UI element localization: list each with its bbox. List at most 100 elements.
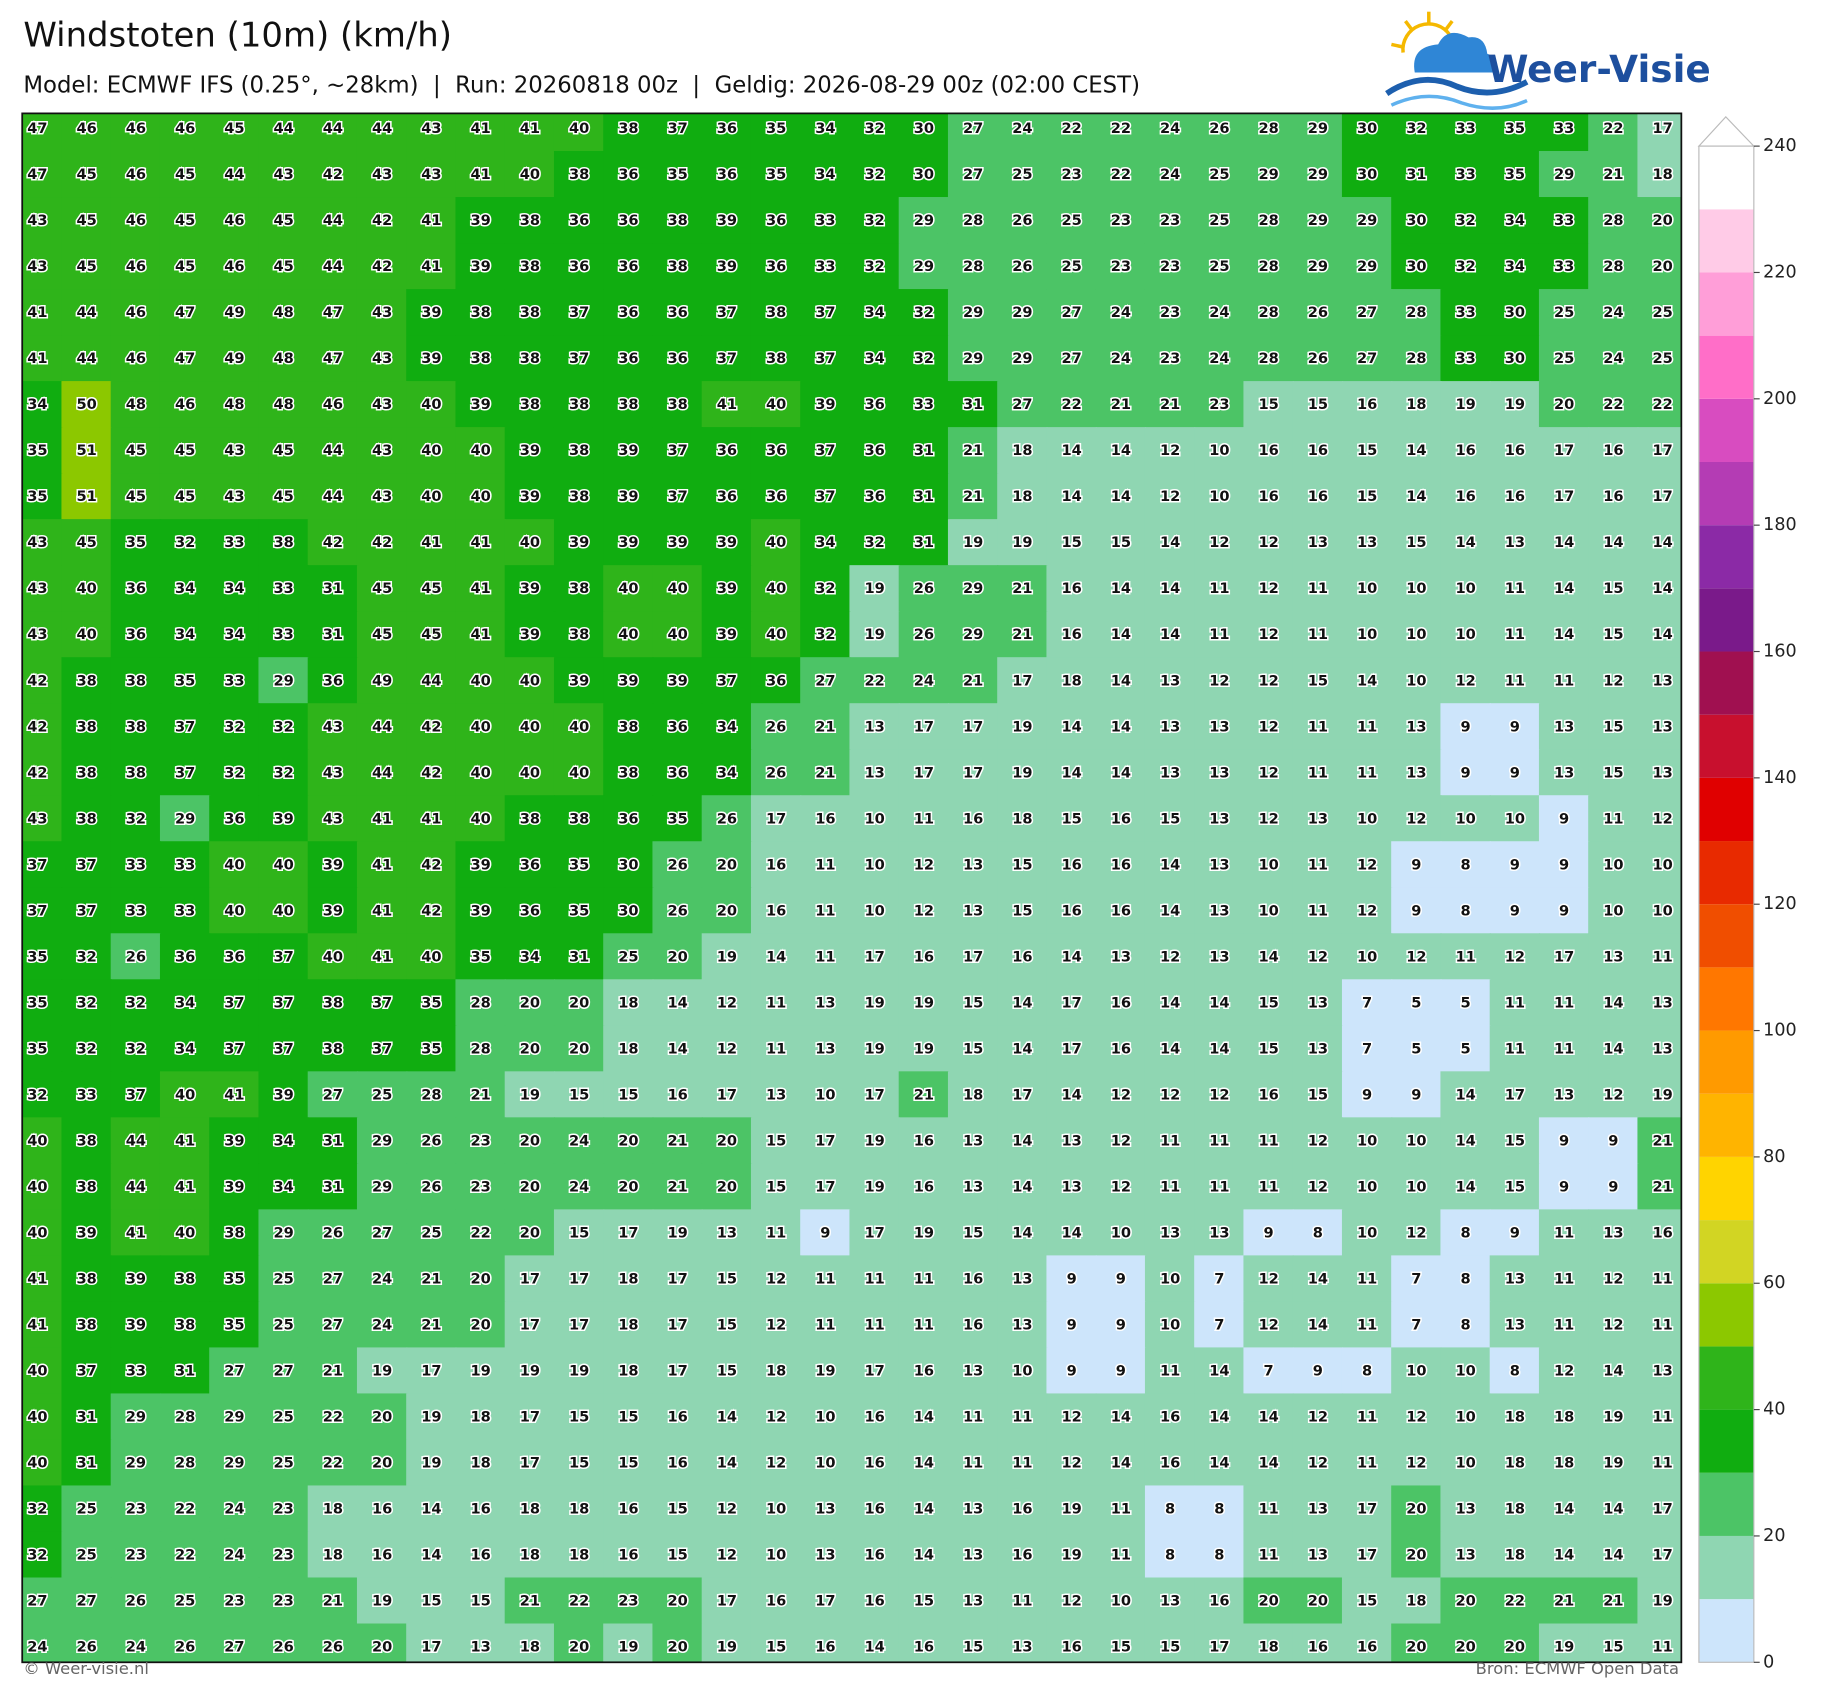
field-cell [849, 657, 900, 705]
field-cell [1489, 335, 1541, 383]
value-label: 13 [1652, 764, 1672, 781]
value-label: 35 [470, 948, 490, 965]
value-label: 38 [76, 672, 96, 689]
value-label: 40 [470, 764, 490, 781]
field-cell [504, 1209, 556, 1257]
value-label: 19 [717, 1639, 737, 1656]
value-label: 8 [1165, 1501, 1175, 1518]
value-label: 42 [372, 258, 392, 275]
field-cell [947, 887, 999, 935]
value-label: 11 [815, 1316, 835, 1333]
field-cell [61, 1209, 112, 1257]
value-label: 38 [569, 442, 589, 459]
value-label: 40 [520, 166, 540, 183]
field-cell [1095, 335, 1147, 383]
field-cell [504, 841, 556, 889]
field-cell [22, 473, 63, 521]
field-cell [800, 197, 851, 245]
value-label: 18 [470, 1409, 490, 1426]
field-cell [406, 1071, 457, 1119]
value-label: 38 [520, 212, 540, 229]
value-label: 42 [27, 672, 47, 689]
field-cell [800, 1117, 851, 1165]
field-cell [1588, 657, 1639, 705]
field-cell [258, 427, 309, 475]
value-label: 15 [1258, 396, 1278, 413]
value-label: 23 [126, 1547, 146, 1564]
field-cell [1046, 1025, 1097, 1073]
value-label: 14 [1111, 672, 1131, 689]
field-cell [800, 979, 851, 1027]
field-cell [750, 657, 802, 705]
value-label: 14 [1209, 1455, 1229, 1472]
field-cell [110, 1025, 162, 1073]
field-cell [1243, 933, 1294, 981]
field-cell [1194, 565, 1245, 613]
field-cell [209, 795, 260, 843]
value-label: 12 [1209, 1086, 1229, 1103]
field-cell [455, 841, 506, 889]
value-label: 32 [914, 350, 934, 367]
value-label: 32 [126, 810, 146, 827]
field-cell [750, 1117, 802, 1165]
value-label: 37 [273, 948, 293, 965]
field-cell [1243, 611, 1294, 659]
field-cell [997, 289, 1048, 337]
colorbar-segment [1698, 1472, 1754, 1536]
value-label: 11 [864, 1270, 884, 1287]
value-label: 9 [1559, 1132, 1569, 1149]
field-cell [1489, 1071, 1541, 1119]
value-label: 14 [1603, 1501, 1623, 1518]
field-cell [603, 1209, 654, 1257]
field-cell [258, 657, 309, 705]
field-cell [209, 1163, 260, 1211]
field-cell [1144, 1209, 1196, 1257]
value-label: 34 [175, 994, 195, 1011]
value-label: 40 [667, 626, 687, 643]
field-cell [1144, 1025, 1196, 1073]
value-label: 21 [520, 1593, 540, 1610]
value-label: 24 [224, 1547, 244, 1564]
value-label: 44 [273, 120, 293, 137]
value-label: 18 [1554, 1455, 1574, 1472]
value-label: 19 [470, 1363, 490, 1380]
field-cell [701, 703, 753, 751]
value-label: 16 [914, 1178, 934, 1195]
value-label: 26 [126, 948, 146, 965]
field-cell [1489, 1025, 1541, 1073]
value-label: 11 [1308, 580, 1328, 597]
value-label: 47 [323, 350, 343, 367]
value-label: 14 [1111, 1455, 1131, 1472]
value-label: 23 [1111, 258, 1131, 275]
field-cell [1440, 1163, 1491, 1211]
value-label: 38 [76, 1178, 96, 1195]
value-label: 41 [520, 120, 540, 137]
value-label: 45 [273, 258, 293, 275]
field-cell [553, 1255, 605, 1303]
value-label: 15 [1308, 396, 1328, 413]
value-label: 11 [914, 1316, 934, 1333]
value-label: 14 [1603, 1363, 1623, 1380]
field-cell [61, 887, 112, 935]
value-label: 34 [1505, 212, 1525, 229]
value-label: 17 [864, 1363, 884, 1380]
colorbar-segment [1698, 904, 1754, 968]
field-cell [307, 335, 359, 383]
field-cell [1046, 565, 1097, 613]
value-label: 35 [569, 902, 589, 919]
value-label: 31 [963, 396, 983, 413]
value-label: 18 [618, 1270, 638, 1287]
value-label: 36 [864, 442, 884, 459]
value-label: 24 [569, 1132, 589, 1149]
value-label: 39 [717, 626, 737, 643]
field-cell [1637, 611, 1682, 659]
value-label: 22 [1111, 120, 1131, 137]
value-label: 45 [76, 212, 96, 229]
field-cell [1292, 795, 1344, 843]
value-label: 17 [963, 718, 983, 735]
field-cell [1391, 335, 1442, 383]
value-label: 19 [1652, 1593, 1672, 1610]
field-cell [209, 473, 260, 521]
colorbar-segment [1698, 714, 1754, 778]
field-cell [1391, 243, 1442, 291]
